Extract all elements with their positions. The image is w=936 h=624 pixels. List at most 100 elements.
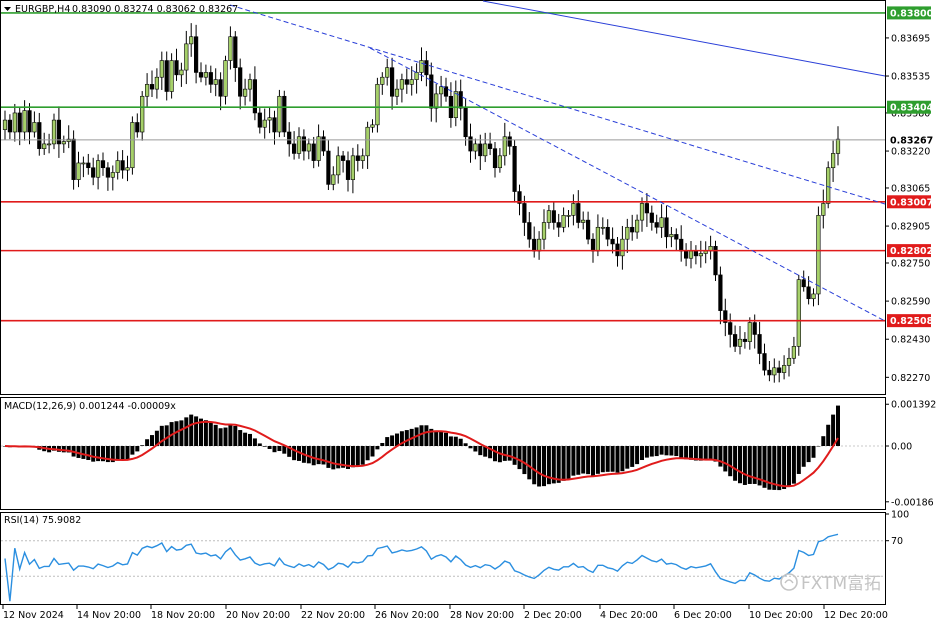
price-axis: 0.83695 0.83535 0.83380 0.83220 0.83065 0.829… bbox=[885, 6, 934, 384]
candle bbox=[728, 313, 733, 348]
macd-bar bbox=[586, 446, 591, 475]
macd-bar bbox=[439, 431, 444, 446]
trendline-dashed-upper[interactable] bbox=[229, 4, 886, 205]
macd-bar bbox=[591, 446, 595, 476]
macd-bar bbox=[806, 446, 811, 463]
candle bbox=[301, 129, 307, 161]
candle bbox=[340, 150, 346, 173]
macd-bar bbox=[527, 446, 532, 480]
time-tick-label: 2 Dec 20:00 bbox=[524, 610, 582, 621]
price-tag: 0.83007 bbox=[887, 195, 933, 209]
candle bbox=[541, 209, 547, 250]
macd-bar bbox=[733, 446, 738, 481]
macd-bar bbox=[473, 446, 478, 452]
candle bbox=[453, 80, 458, 127]
candle bbox=[659, 204, 664, 238]
candle bbox=[610, 227, 615, 254]
macd-bar bbox=[463, 443, 468, 446]
candle bbox=[336, 146, 341, 184]
candle bbox=[664, 205, 669, 249]
candle bbox=[786, 347, 792, 377]
macd-bar bbox=[738, 446, 742, 484]
macd-bar bbox=[277, 446, 282, 452]
chart-header: EURGBP,H4 0.83090 0.83274 0.83062 0.8326… bbox=[4, 4, 238, 15]
macd-bar bbox=[292, 446, 297, 461]
time-tick-label: 10 Dec 20:00 bbox=[749, 610, 813, 621]
candle bbox=[517, 184, 522, 216]
macd-bar bbox=[679, 446, 684, 458]
candle bbox=[732, 325, 738, 352]
macd-bar bbox=[262, 446, 267, 447]
candle bbox=[56, 106, 61, 158]
macd-bar bbox=[468, 446, 473, 449]
candle bbox=[218, 72, 223, 111]
time-tick-label: 28 Nov 20:00 bbox=[450, 610, 514, 621]
candle bbox=[194, 24, 199, 84]
candle bbox=[213, 68, 218, 97]
candle bbox=[821, 189, 826, 229]
candle bbox=[654, 214, 659, 234]
trendline-solid[interactable] bbox=[482, 0, 886, 77]
candle bbox=[380, 72, 385, 95]
candle bbox=[125, 155, 130, 182]
candle bbox=[198, 62, 204, 83]
macd-bar bbox=[336, 446, 341, 469]
macd-tick-label: -0.00186 bbox=[891, 497, 934, 508]
macd-bar bbox=[248, 433, 252, 446]
macd-bar bbox=[787, 446, 791, 487]
time-tick-label: 20 Nov 20:00 bbox=[226, 610, 290, 621]
candle bbox=[649, 205, 654, 231]
candle bbox=[203, 64, 209, 86]
candle bbox=[350, 147, 356, 194]
candle bbox=[277, 89, 282, 138]
candle bbox=[620, 225, 625, 270]
candle bbox=[791, 336, 796, 364]
macd-bar bbox=[287, 446, 292, 457]
candle bbox=[105, 162, 110, 191]
macd-bar bbox=[625, 446, 630, 469]
rsi-line bbox=[4, 533, 839, 602]
rsi-layer: 100 70 bbox=[1, 510, 909, 602]
price-panel[interactable] bbox=[0, 0, 886, 395]
macd-bar bbox=[140, 445, 145, 446]
macd-bar bbox=[566, 446, 571, 479]
candle bbox=[291, 131, 297, 160]
macd-bar bbox=[375, 446, 380, 450]
macd-bar bbox=[81, 446, 86, 459]
candle bbox=[737, 325, 743, 355]
trendline-dashed-lower[interactable] bbox=[369, 47, 886, 322]
macd-bar bbox=[551, 446, 556, 484]
price-tick-label: 0.82905 bbox=[891, 222, 930, 233]
macd-bar bbox=[635, 446, 640, 465]
candle bbox=[159, 51, 164, 90]
candle bbox=[830, 140, 836, 182]
price-tick-label: 0.82590 bbox=[891, 297, 930, 308]
time-tick-label: 14 Nov 20:00 bbox=[77, 610, 141, 621]
candle bbox=[713, 240, 718, 282]
macd-bar bbox=[174, 421, 179, 446]
candle bbox=[507, 131, 512, 155]
macd-bar bbox=[150, 435, 154, 446]
time-tick-label: 22 Nov 20:00 bbox=[301, 610, 365, 621]
svg-text:0.82508: 0.82508 bbox=[890, 316, 934, 327]
time-tick-label: 12 Dec 20:00 bbox=[824, 610, 888, 621]
dropdown-triangle-icon[interactable] bbox=[4, 7, 11, 11]
macd-bar bbox=[385, 437, 390, 446]
candle bbox=[512, 139, 517, 203]
candle bbox=[742, 332, 747, 349]
candle bbox=[252, 66, 258, 121]
candle bbox=[267, 106, 272, 134]
candle bbox=[409, 66, 414, 96]
candle bbox=[154, 68, 160, 99]
time-tick-label: 26 Nov 20:00 bbox=[375, 610, 439, 621]
candle bbox=[282, 90, 287, 137]
macd-bar bbox=[488, 446, 493, 459]
candle bbox=[551, 201, 556, 230]
rsi-panel[interactable] bbox=[0, 512, 886, 605]
macd-bar bbox=[561, 446, 566, 481]
macd-bar bbox=[223, 427, 228, 446]
macd-bar bbox=[620, 446, 625, 472]
rsi-tick-label: 100 bbox=[891, 510, 909, 521]
macd-bar bbox=[105, 446, 110, 463]
